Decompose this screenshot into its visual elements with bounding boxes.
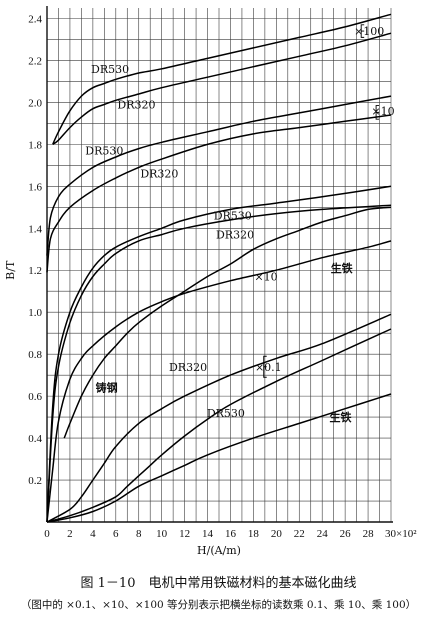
y-tick-label: 0.2 [28, 475, 42, 487]
curve-annotation: ×10 [254, 271, 277, 284]
curve-series-9 [46, 313, 392, 523]
x-tick-label: 20 [271, 528, 283, 540]
figure-note: （图中的 ×0.1、×10、×100 等分别表示把横坐标的读数乘 0.1、乘 1… [20, 599, 417, 611]
y-tick-label: 2.2 [28, 55, 42, 67]
curve-annotation: DR320 [140, 168, 178, 181]
x-tick-label: 8 [136, 528, 142, 540]
curve-series-8 [63, 206, 392, 439]
curve-annotation: DR320 [117, 99, 155, 112]
x-tick-label: 12 [179, 528, 190, 540]
curve-annotation: ×0.1 [255, 361, 282, 374]
x-tick-label: 4 [90, 528, 96, 540]
bracket-x10 [375, 105, 380, 120]
curve-series-1 [52, 13, 392, 145]
y-axis-tick-labels: 0.2 0.4 0.6 0.8 1.0 1.2 1.4 1.6 1.8 2.0 2.2 2.4 [28, 13, 42, 487]
bracket-x100 [360, 24, 365, 38]
x-tick-label: 22 [294, 528, 305, 540]
y-tick-label: 1.0 [28, 307, 42, 319]
x-tick-label: 18 [248, 528, 260, 540]
curve-annotation: DR320 [169, 361, 207, 374]
y-tick-label: 0.6 [28, 391, 42, 403]
curve-annotations: DR530 DR320 ×100 DR530 DR320 ×10 DR530 DR320 生铁 ×… [85, 25, 394, 424]
chart-curves [46, 13, 392, 523]
x-tick-label: 30×10² [385, 528, 417, 540]
curve-series-2 [52, 32, 392, 146]
chart-brackets [263, 24, 380, 378]
x-axis-tick-labels: 0 2 4 6 8 10 12 14 16 18 20 22 24 26 28 30×10² [44, 528, 417, 540]
x-tick-label: 6 [113, 528, 119, 540]
curve-annotation: DR320 [216, 229, 254, 242]
y-axis-label: B/T [4, 260, 17, 280]
curve-series-11 [46, 393, 392, 523]
curve-annotation: 生铁 [331, 261, 353, 275]
x-tick-label: 2 [67, 528, 73, 540]
y-tick-label: 1.8 [28, 139, 42, 151]
x-axis-label: H/(A/m) [197, 544, 241, 557]
figure-caption: 图 1－10 电机中常用铁磁材料的基本磁化曲线 [80, 576, 357, 591]
y-tick-label: 1.2 [28, 265, 42, 277]
curve-annotation: 生铁 [330, 410, 352, 424]
x-tick-label: 24 [317, 528, 329, 540]
curve-annotation: DR530 [214, 210, 252, 223]
curve-series-5 [46, 185, 392, 523]
x-tick-label: 26 [340, 528, 352, 540]
x-tick-label: 28 [363, 528, 375, 540]
curve-annotation: ×100 [354, 25, 384, 38]
y-tick-label: 0.8 [28, 349, 42, 361]
x-tick-label: 16 [225, 528, 237, 540]
y-tick-label: 1.6 [28, 181, 42, 193]
x-tick-label: 10 [156, 528, 168, 540]
magnetization-chart: 0 2 4 6 8 10 12 14 16 18 20 22 24 26 28 30×10² 0.20.40.… [4, 6, 417, 557]
curve-annotation: 铸钢 [96, 381, 118, 395]
y-tick-label: 1.4 [28, 223, 42, 235]
y-tick-label: 2.0 [28, 97, 42, 109]
x-tick-label: 14 [202, 528, 214, 540]
curve-series-10 [46, 328, 392, 523]
y-tick-label: 0.4 [28, 433, 42, 445]
bracket-x01 [263, 355, 267, 378]
chart-grid [46, 8, 392, 523]
curve-annotation: DR530 [91, 63, 129, 76]
curve-annotation: ×10 [371, 105, 394, 118]
curve-series-6 [46, 204, 392, 523]
x-tick-label: 0 [44, 528, 50, 540]
curve-series-3 [46, 95, 392, 256]
curve-annotation: DR530 [207, 407, 245, 420]
curve-series-7 [46, 240, 392, 523]
y-tick-label: 2.4 [28, 13, 42, 25]
curve-series-4 [46, 114, 392, 273]
curve-annotation: DR530 [85, 145, 123, 158]
